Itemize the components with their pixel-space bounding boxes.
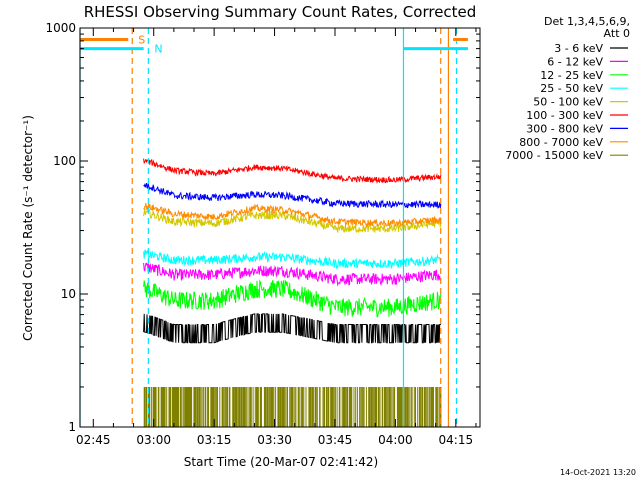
legend-entry-label: 6 - 12 keV bbox=[547, 55, 603, 68]
series-6-12keV bbox=[143, 262, 442, 287]
series-line bbox=[143, 202, 442, 228]
flag-label-s: S bbox=[138, 33, 145, 46]
flag-label-n: N bbox=[154, 43, 162, 56]
x-tick-label: 04:00 bbox=[378, 433, 413, 447]
legend-header-line1: Det 1,3,4,5,6,9, bbox=[544, 15, 630, 28]
series-line bbox=[143, 158, 442, 185]
series-12-25keV bbox=[143, 279, 442, 318]
series-300-800keV bbox=[143, 182, 442, 209]
legend-entry-label: 800 - 7000 keV bbox=[519, 136, 603, 149]
axes-layer: 02:45 03:00 03:15 03:30 03:45 04:00 04:15 1 10 10… bbox=[45, 21, 481, 447]
legend-entry-label: 300 - 800 keV bbox=[526, 122, 603, 135]
legend-entry-label: 7000 - 15000 keV bbox=[505, 149, 603, 162]
y-tick-label: 1000 bbox=[45, 21, 76, 35]
series-line bbox=[143, 208, 442, 233]
y-tick-label: 10 bbox=[61, 287, 76, 301]
legend-entry-label: 100 - 300 keV bbox=[526, 109, 603, 122]
legend-entry-label: 25 - 50 keV bbox=[540, 82, 603, 95]
x-tick-label: 04:15 bbox=[439, 433, 474, 447]
series-7000-15000keV bbox=[143, 387, 442, 427]
plot-frame bbox=[79, 27, 481, 428]
flag-layer: SN bbox=[80, 33, 468, 56]
series-3-6keV bbox=[143, 313, 441, 344]
series-line bbox=[143, 262, 442, 287]
x-tick-label: 03:45 bbox=[318, 433, 353, 447]
legend-header-line2: Att 0 bbox=[604, 27, 630, 40]
series-layer bbox=[143, 158, 442, 427]
series-800-7000keV bbox=[143, 202, 442, 228]
chart-title: RHESSI Observing Summary Count Rates, Co… bbox=[84, 3, 477, 21]
y-axis-label: Corrected Count Rate (s⁻¹ detector⁻¹) bbox=[21, 115, 35, 341]
y-tick-label: 100 bbox=[53, 154, 76, 168]
y-tick-label: 1 bbox=[68, 420, 76, 434]
x-tick-label: 03:30 bbox=[257, 433, 292, 447]
series-line bbox=[143, 182, 442, 209]
x-tick-label: 03:00 bbox=[136, 433, 171, 447]
x-tick-label: 03:15 bbox=[197, 433, 232, 447]
x-tick-label: 02:45 bbox=[76, 433, 111, 447]
timestamp: 14-Oct-2021 13:20 bbox=[560, 468, 636, 477]
series-25-50keV bbox=[143, 249, 442, 270]
series-line bbox=[143, 279, 442, 318]
legend-entry-label: 50 - 100 keV bbox=[533, 96, 603, 109]
series-100-300keV bbox=[143, 158, 442, 185]
series-line bbox=[143, 313, 441, 344]
legend-entry-label: 3 - 6 keV bbox=[554, 42, 603, 55]
series-line bbox=[143, 249, 442, 270]
x-axis-label: Start Time (20-Mar-07 02:41:42) bbox=[184, 455, 378, 469]
series-50-100keV bbox=[143, 208, 442, 233]
legend-entry-label: 12 - 25 keV bbox=[540, 69, 603, 82]
